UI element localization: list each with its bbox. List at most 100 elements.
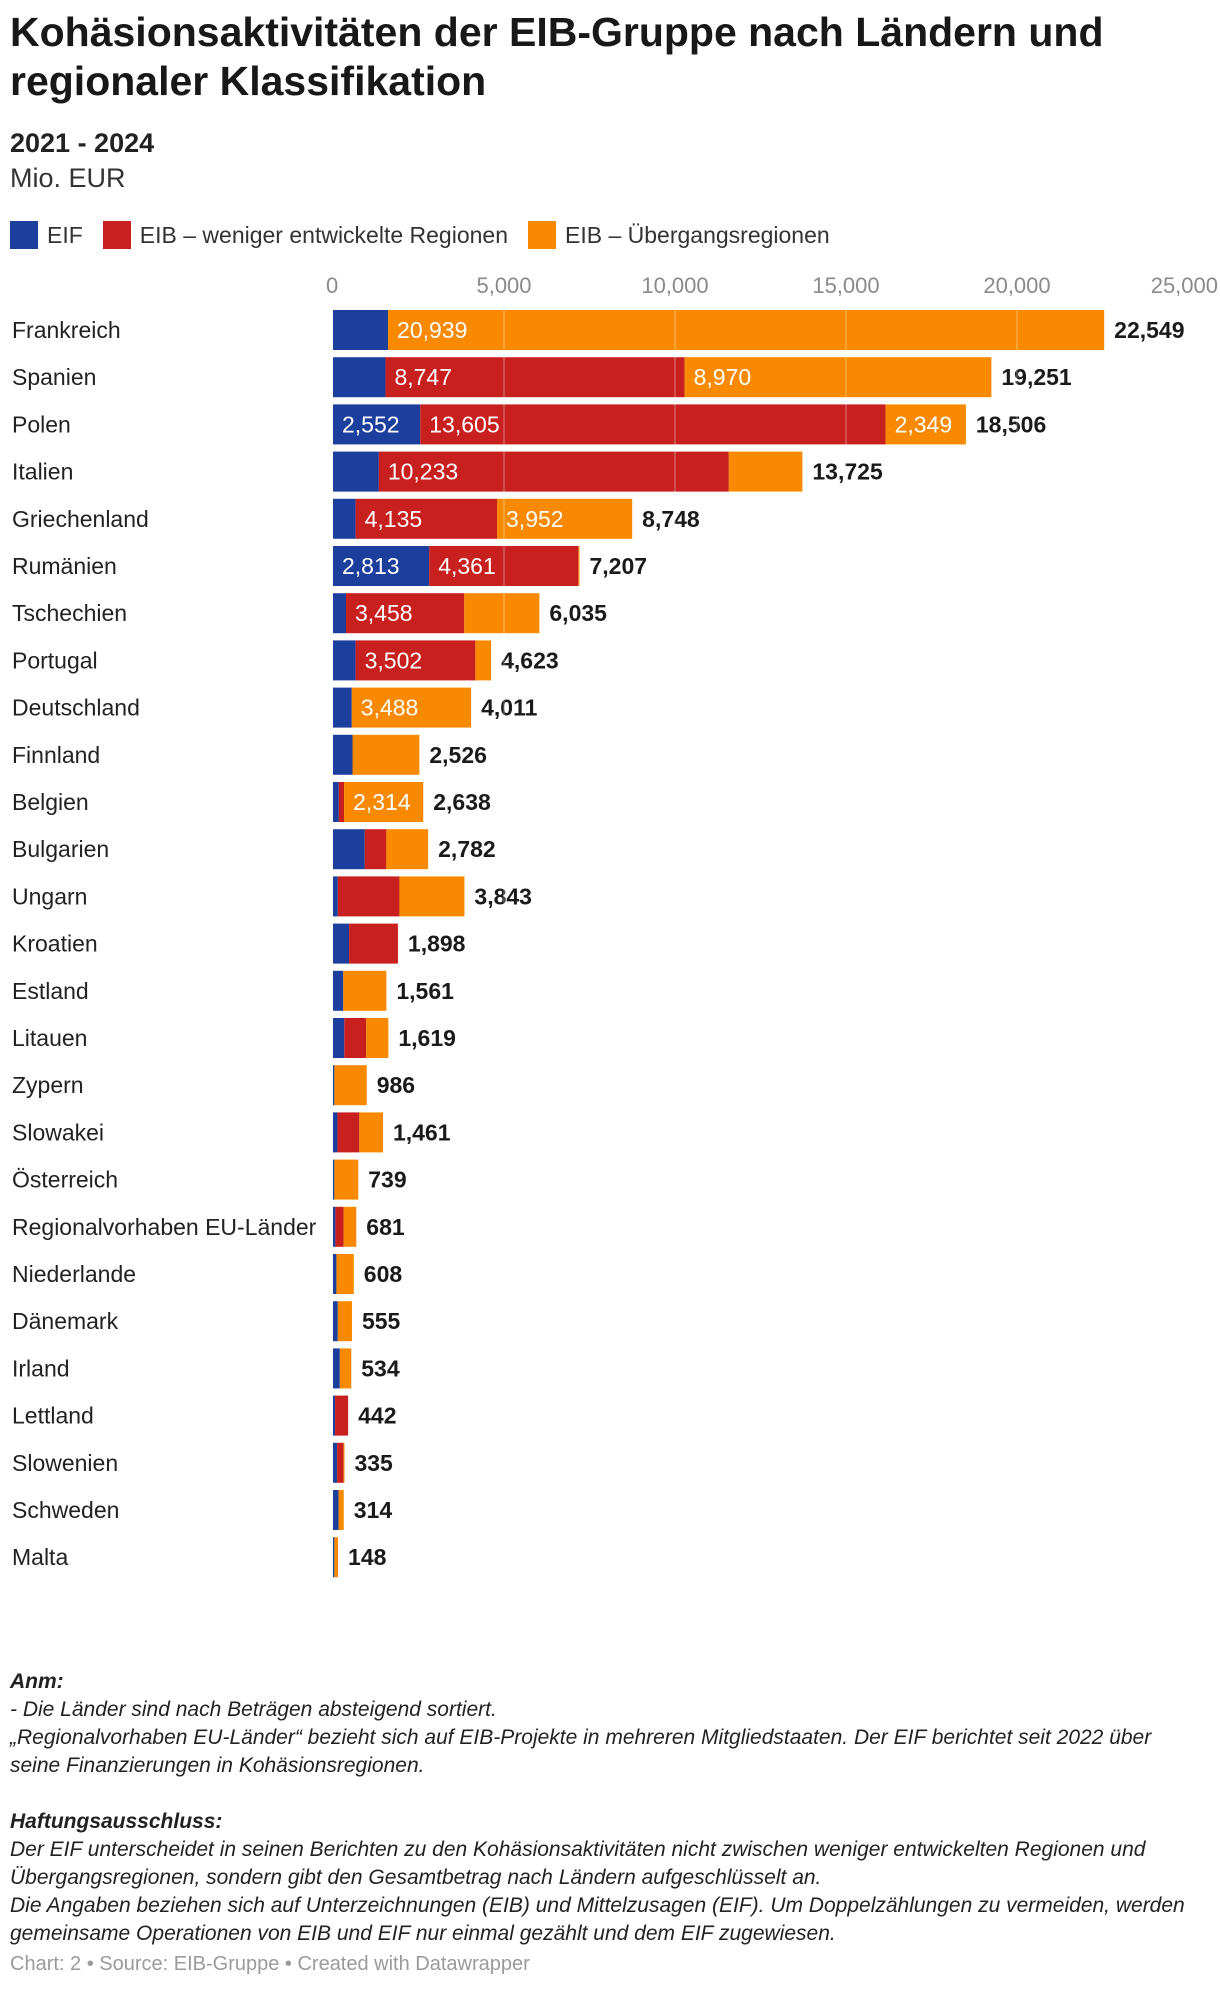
legend-label-eib-less: EIB – weniger entwickelte Regionen	[139, 221, 508, 248]
bar-segment	[333, 1112, 338, 1153]
bar-segment	[333, 970, 344, 1011]
bar-segment-label: 20,939	[397, 317, 467, 343]
period-label: 2021 - 2024	[10, 128, 155, 158]
category-label: Estland	[12, 978, 89, 1004]
bar-segment	[344, 1018, 367, 1058]
bar-total-label: 1,461	[393, 1119, 451, 1145]
notes: Anm: - Die Länder sind nach Beträgen abs…	[10, 1668, 1200, 1948]
category-label: Portugal	[12, 647, 98, 673]
footer-credit: Chart: 2 • Source: EIB-Gruppe • Created …	[10, 1953, 530, 1975]
bar-segment-label: 8,747	[394, 364, 452, 390]
bar-total-label: 2,638	[433, 789, 491, 815]
bar-segment	[334, 1537, 339, 1578]
bar-total-label: 148	[348, 1544, 387, 1570]
bar-segment	[364, 829, 387, 870]
bar-segment-label: 3,458	[355, 600, 413, 626]
bar-segment	[351, 687, 472, 728]
notes-heading: Anm:	[10, 1670, 64, 1693]
category-label: Regionalvorhaben EU-Länder	[12, 1214, 317, 1240]
bar-segment	[378, 451, 729, 492]
legend-swatch-eib-transition	[528, 221, 556, 249]
legend-item-eif: EIF	[10, 221, 83, 249]
bar-segment	[337, 1301, 352, 1342]
x-tick-label-3: 15,000	[812, 273, 879, 298]
bar-segment-label: 2,314	[353, 789, 411, 815]
bar-total-label: 335	[354, 1450, 393, 1476]
category-label: Zypern	[12, 1072, 84, 1098]
legend-label-eif: EIF	[47, 221, 83, 248]
x-tick-label-2: 10,000	[641, 273, 708, 298]
bar-segment	[399, 876, 465, 917]
category-label: Dänemark	[12, 1308, 119, 1334]
bar-segment	[333, 1301, 338, 1342]
bar-total-label: 1,898	[408, 931, 466, 957]
bar-segment	[420, 404, 886, 445]
bar-segment	[578, 546, 580, 586]
bar-segment	[366, 1018, 389, 1058]
bar-segment	[728, 451, 803, 492]
bar-segment	[343, 1206, 357, 1247]
bar-total-label: 2,526	[429, 742, 487, 768]
bar-segment-label: 4,135	[365, 506, 423, 532]
bar-segment-label: 3,502	[365, 647, 423, 673]
bar-segment	[388, 310, 1105, 350]
bar-segment	[333, 1206, 336, 1247]
bar-segment	[333, 451, 379, 492]
bar-segment	[352, 734, 420, 775]
category-label: Deutschland	[12, 695, 140, 721]
notes-line-2: „Regionalvorhaben EU-Länder“ bezieht sic…	[10, 1726, 1152, 1777]
category-label: Litauen	[12, 1025, 87, 1051]
bar-total-label: 8,748	[642, 506, 700, 532]
bar-segment	[333, 1490, 339, 1530]
category-label: Ungarn	[12, 883, 87, 909]
bar-segment	[338, 1490, 344, 1530]
legend-swatch-eif	[10, 221, 38, 249]
bar-segment	[333, 1395, 336, 1436]
bar-segment	[334, 1065, 367, 1106]
bar-segment	[333, 1254, 337, 1294]
category-label: Slowenien	[12, 1450, 118, 1476]
bar-total-label: 2,782	[438, 836, 496, 862]
bar-segment	[429, 546, 579, 586]
bar-segment-label: 2,349	[895, 411, 953, 437]
category-label: Spanien	[12, 364, 96, 390]
bar-segment	[333, 404, 421, 445]
category-label: Rumänien	[12, 553, 117, 579]
bar-segment	[345, 593, 465, 634]
bar-segment	[337, 1442, 344, 1483]
bar-segment-label: 13,605	[429, 411, 499, 437]
chart-title: Kohäsionsaktivitäten der EIB-Gruppe nach…	[10, 9, 1104, 104]
bar-segment-label: 3,952	[506, 506, 564, 532]
bar-segment	[339, 1348, 352, 1389]
bar-segment	[386, 829, 429, 870]
bar-total-label: 4,011	[481, 695, 537, 721]
category-label: Malta	[12, 1544, 68, 1570]
category-label: Italien	[12, 459, 73, 485]
category-label: Tschechien	[12, 600, 127, 626]
bar-segment	[337, 1112, 360, 1153]
bar-total-label: 18,506	[976, 411, 1046, 437]
bar-segment	[333, 1348, 340, 1389]
category-label: Belgien	[12, 789, 89, 815]
bar-segment	[335, 1395, 349, 1436]
bar-total-label: 555	[362, 1308, 401, 1334]
bar-segment	[333, 1065, 335, 1106]
bar-segment-label: 3,488	[361, 695, 419, 721]
bar-total-label: 3,843	[474, 883, 532, 909]
bar-total-label: 22,549	[1114, 317, 1184, 343]
bar-segment	[385, 357, 685, 398]
notes-line-1: - Die Länder sind nach Beträgen absteige…	[10, 1698, 497, 1721]
bar-segment	[333, 546, 430, 586]
bar-total-label: 739	[368, 1167, 406, 1193]
legend: EIF EIB – weniger entwickelte Regionen E…	[10, 219, 850, 251]
bar-segment	[333, 498, 356, 539]
bar-segment	[333, 734, 353, 775]
category-label: Österreich	[12, 1167, 118, 1193]
bar-segment	[333, 923, 350, 964]
disclaimer-heading: Haftungsausschluss:	[10, 1810, 223, 1833]
bar-segment	[497, 498, 633, 539]
category-label: Frankreich	[12, 317, 121, 343]
bar-segment	[684, 357, 992, 398]
category-label: Niederlande	[12, 1261, 136, 1287]
stacked-bar-chart: 0 5,000 10,000 15,000 20,000 25,000 Frankreich…	[12, 273, 1218, 1585]
